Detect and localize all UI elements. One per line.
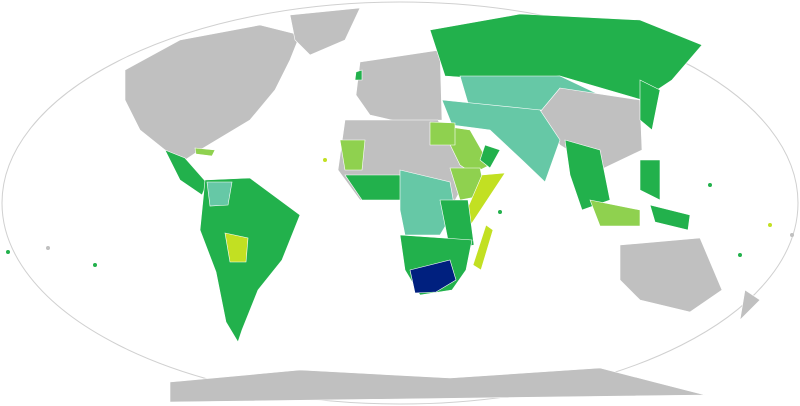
region-japan[interactable] [639, 79, 661, 131]
island[interactable] [738, 253, 742, 257]
island[interactable] [790, 233, 794, 237]
region-bolivia[interactable] [224, 232, 249, 263]
region-south-america[interactable] [199, 177, 301, 343]
island[interactable] [46, 246, 50, 250]
region-mauritania[interactable] [339, 139, 366, 171]
region-indonesia-east[interactable] [649, 204, 691, 231]
region-ireland[interactable] [354, 69, 363, 81]
island[interactable] [768, 223, 772, 227]
region-west-africa[interactable] [344, 174, 406, 201]
island[interactable] [708, 183, 712, 187]
region-antarctica[interactable] [169, 367, 706, 403]
region-colombia[interactable] [206, 181, 233, 207]
island[interactable] [93, 263, 97, 267]
region-south-asia[interactable] [441, 99, 561, 183]
region-greenland[interactable] [289, 7, 361, 56]
region-south-africa[interactable] [409, 259, 457, 294]
island[interactable] [498, 210, 502, 214]
island[interactable] [6, 250, 10, 254]
region-oman[interactable] [479, 144, 501, 169]
region-australia[interactable] [619, 237, 723, 313]
region-europe[interactable] [355, 49, 443, 123]
region-central-africa[interactable] [399, 169, 456, 236]
region-indonesia[interactable] [589, 199, 641, 227]
region-east-africa[interactable] [439, 199, 475, 251]
region-caribbean[interactable] [194, 147, 216, 157]
island[interactable] [323, 158, 327, 162]
region-new-zealand[interactable] [739, 289, 761, 321]
region-philippines[interactable] [639, 159, 661, 201]
region-egypt[interactable] [429, 121, 456, 146]
region-north-america[interactable] [124, 24, 301, 161]
region-madagascar[interactable] [472, 224, 494, 271]
